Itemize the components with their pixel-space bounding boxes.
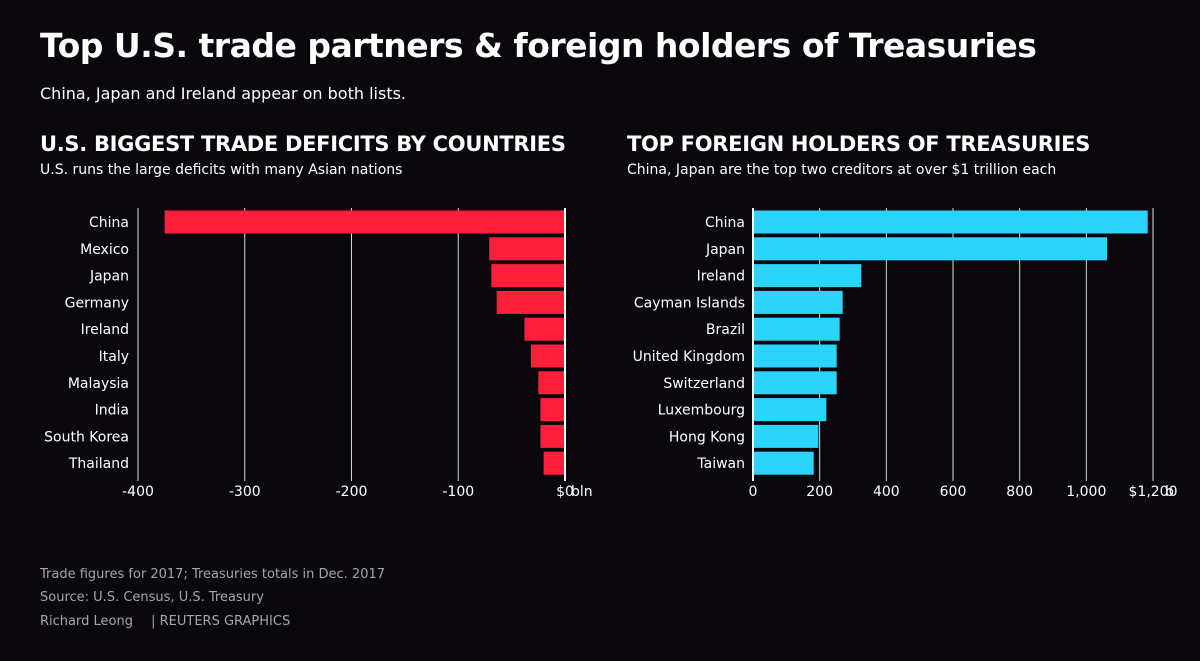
deficit-category-label: India — [95, 403, 129, 419]
treasuries-tick-label: 600 — [940, 484, 967, 500]
deficit-bar — [496, 290, 564, 314]
deficit-bar — [540, 424, 564, 448]
treasuries-tick-label: 800 — [1006, 484, 1033, 500]
deficit-tick-label: -100 — [442, 484, 474, 500]
trade-deficit-chart: China Mexico Japan Germany Ireland Italy Malay… — [44, 208, 593, 500]
footer-author: Richard Leong — [40, 614, 133, 629]
page-subtitle: China, Japan and Ireland appear on both … — [40, 84, 407, 103]
deficit-category-label: Japan — [89, 269, 129, 285]
treasuries-category-label: United Kingdom — [633, 349, 745, 365]
deficit-bar — [543, 451, 564, 475]
treasuries-tick-label: 1,000 — [1066, 484, 1106, 500]
deficit-bar — [491, 264, 564, 288]
deficit-category-label: Thailand — [68, 456, 129, 472]
treasuries-category-label: Hong Kong — [669, 429, 745, 445]
deficit-tick-label: -300 — [229, 484, 261, 500]
treasuries-category-label: Cayman Islands — [634, 295, 745, 311]
treasuries-bar — [754, 424, 819, 448]
treasuries-category-label: Switzerland — [663, 376, 745, 392]
deficit-tick-label: $0 — [556, 484, 574, 500]
treasuries-category-label: Ireland — [697, 269, 745, 285]
treasuries-bar — [754, 371, 837, 395]
footer-note: Trade figures for 2017; Treasuries total… — [40, 567, 386, 582]
footer-agency: | REUTERS GRAPHICS — [151, 614, 291, 629]
deficit-category-label: China — [89, 215, 129, 231]
treasuries-bar — [754, 451, 814, 475]
deficit-category-label: Mexico — [80, 242, 129, 258]
deficit-bar — [538, 371, 564, 395]
treasuries-bar — [754, 237, 1107, 261]
footer-source: Source: U.S. Census, U.S. Treasury — [40, 590, 264, 605]
treasuries-bar — [754, 210, 1148, 234]
treasuries-subtitle: China, Japan are the top two creditors a… — [627, 162, 1057, 178]
trade-deficit-header: U.S. BIGGEST TRADE DEFICITS BY COUNTRIES… — [40, 132, 566, 178]
treasuries-bar — [754, 317, 840, 341]
treasuries-tick-label: 400 — [873, 484, 900, 500]
footer-credit: Richard Leong | REUTERS GRAPHICS — [40, 614, 290, 629]
treasuries-unit-label: b — [1165, 484, 1174, 500]
treasuries-bar — [754, 344, 837, 368]
deficit-tick-label: -400 — [122, 484, 154, 500]
deficit-bar — [540, 398, 564, 422]
deficit-category-label: South Korea — [44, 429, 129, 445]
treasuries-category-label: China — [705, 215, 745, 231]
deficit-category-label: Ireland — [81, 322, 129, 338]
deficit-bar — [489, 237, 564, 261]
deficit-category-label: Germany — [65, 295, 129, 311]
treasuries-bar — [754, 264, 862, 288]
treasuries-header: TOP FOREIGN HOLDERS OF TREASURIES China,… — [627, 132, 1090, 178]
treasuries-chart: China Japan Ireland Cayman Islands Brazil Uni… — [633, 208, 1178, 500]
treasuries-category-label: Japan — [705, 242, 745, 258]
treasuries-category-label: Taiwan — [696, 456, 745, 472]
deficit-tick-label: -200 — [336, 484, 368, 500]
deficit-category-label: Malaysia — [68, 376, 129, 392]
treasuries-tick-label: 0 — [749, 484, 758, 500]
treasuries-title: TOP FOREIGN HOLDERS OF TREASURIES — [627, 132, 1091, 156]
deficit-category-label: Italy — [99, 349, 129, 365]
deficit-unit-label: bln — [571, 484, 593, 500]
treasuries-bar — [754, 290, 843, 314]
deficit-bar — [530, 344, 564, 368]
treasuries-bar — [754, 398, 827, 422]
treasuries-category-label: Luxembourg — [658, 403, 745, 419]
treasuries-tick-label: $1,200 — [1129, 484, 1178, 500]
trade-deficit-title: U.S. BIGGEST TRADE DEFICITS BY COUNTRIES — [40, 132, 566, 156]
trade-deficit-subtitle: U.S. runs the large deficits with many A… — [40, 162, 403, 178]
deficit-bar — [524, 317, 564, 341]
deficit-bar — [164, 210, 564, 234]
treasuries-category-label: Brazil — [706, 322, 745, 338]
treasuries-tick-label: 200 — [806, 484, 833, 500]
page-title: Top U.S. trade partners & foreign holder… — [40, 26, 1037, 65]
